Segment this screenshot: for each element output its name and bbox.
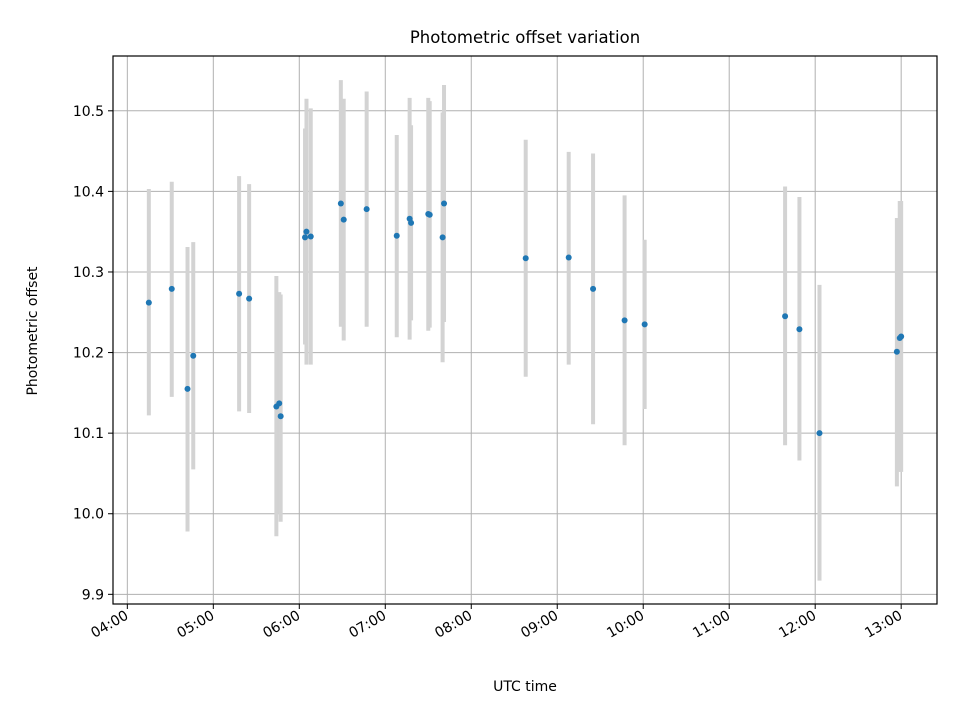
y-tick-label: 10.0 bbox=[73, 507, 104, 523]
x-tick-label: 07:00 bbox=[346, 608, 389, 642]
y-tick-label: 10.1 bbox=[73, 426, 104, 442]
x-tick-label: 04:00 bbox=[88, 608, 131, 642]
data-point bbox=[145, 299, 152, 306]
x-tick-label: 12:00 bbox=[776, 608, 819, 642]
data-point bbox=[441, 200, 448, 207]
data-point bbox=[621, 317, 628, 324]
y-tick-label: 10.4 bbox=[73, 184, 104, 200]
x-tick-label: 06:00 bbox=[260, 608, 303, 642]
data-point bbox=[337, 200, 344, 207]
data-point bbox=[184, 385, 191, 392]
data-point bbox=[641, 321, 648, 328]
x-tick-label: 11:00 bbox=[690, 608, 733, 642]
data-point bbox=[408, 219, 415, 226]
data-point bbox=[522, 255, 529, 262]
x-axis-label: UTC time bbox=[493, 679, 557, 695]
data-point bbox=[816, 430, 823, 437]
data-point bbox=[246, 295, 253, 302]
data-point bbox=[302, 234, 309, 241]
data-point bbox=[393, 232, 400, 239]
x-tick-label: 05:00 bbox=[174, 608, 217, 642]
x-tick-label: 13:00 bbox=[862, 608, 905, 642]
y-tick-label: 10.3 bbox=[73, 265, 104, 281]
y-tick-label: 9.9 bbox=[82, 587, 104, 603]
data-point bbox=[340, 216, 347, 223]
data-point bbox=[893, 348, 900, 355]
data-point bbox=[236, 290, 243, 297]
data-point bbox=[796, 326, 803, 333]
data-point bbox=[898, 333, 905, 340]
x-axis-ticks: 04:00 05:00 06:00 07:00 08:00 09:00 10:00 11:00… bbox=[88, 604, 905, 642]
data-point bbox=[426, 211, 433, 218]
data-point bbox=[439, 234, 446, 241]
data-point bbox=[190, 352, 197, 359]
y-axis-ticks: 9.9 10.0 10.1 10.2 10.3 10.4 10.5 bbox=[73, 104, 113, 603]
y-tick-label: 10.2 bbox=[73, 346, 104, 362]
x-tick-label: 09:00 bbox=[518, 608, 561, 642]
data-point bbox=[590, 285, 597, 292]
data-point bbox=[276, 400, 283, 407]
data-point bbox=[307, 233, 314, 240]
data-point bbox=[303, 228, 310, 235]
x-tick-label: 10:00 bbox=[604, 608, 647, 642]
data-point bbox=[277, 413, 284, 420]
data-point bbox=[168, 285, 175, 292]
data-points bbox=[145, 200, 905, 437]
y-axis-label: Photometric offset bbox=[25, 266, 41, 396]
plot-frame bbox=[112, 55, 938, 605]
data-point bbox=[363, 206, 370, 213]
chart-title: Photometric offset variation bbox=[410, 28, 640, 47]
x-tick-label: 08:00 bbox=[432, 608, 475, 642]
data-point bbox=[565, 254, 572, 261]
data-point bbox=[782, 313, 789, 320]
y-tick-label: 10.5 bbox=[73, 104, 104, 120]
error-bars bbox=[146, 80, 904, 581]
